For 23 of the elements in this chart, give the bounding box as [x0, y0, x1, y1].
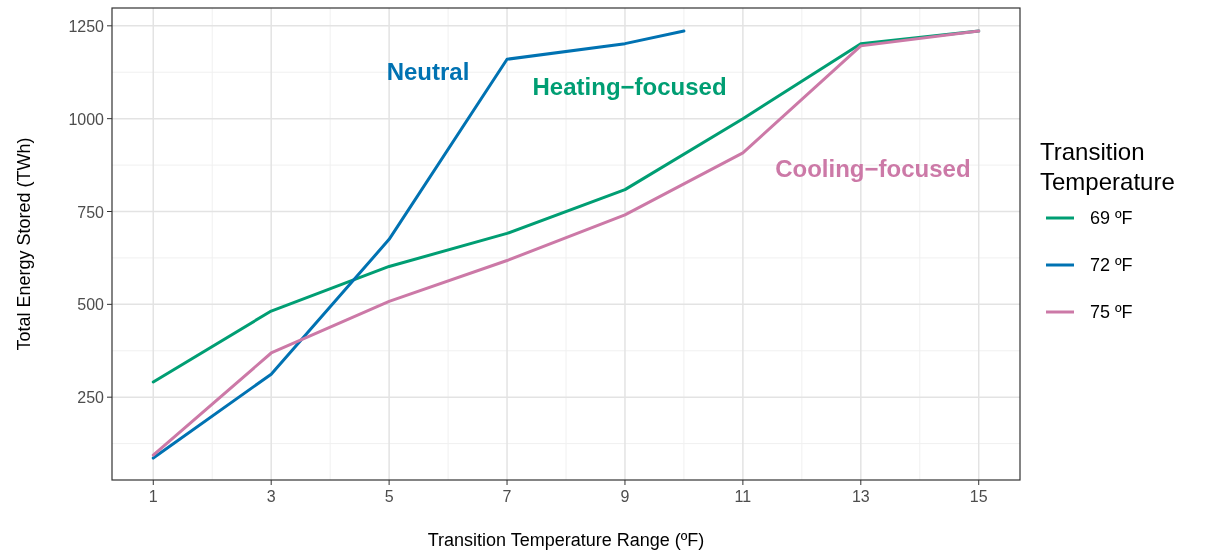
y-tick-label: 1000 — [68, 110, 105, 128]
annotation: Neutral — [386, 57, 470, 85]
x-axis-title: Transition Temperature Range (ºF) — [427, 530, 705, 550]
y-tick-label: 1250 — [68, 17, 105, 35]
x-tick-label: 11 — [734, 488, 752, 505]
x-tick-label: 3 — [266, 488, 276, 505]
x-tick-label: 9 — [620, 488, 630, 505]
line-series — [151, 29, 981, 457]
annotation: Cooling−focused — [775, 155, 971, 183]
legend-title: Transition Temperature — [1040, 138, 1175, 195]
x-tick-label: 13 — [851, 488, 870, 505]
x-tick-label: 7 — [502, 488, 512, 505]
legend-label: 72 ºF — [1090, 255, 1133, 275]
x-tick-label: 5 — [384, 488, 394, 505]
x-tick-label: 1 — [148, 488, 158, 505]
x-tick-label: 15 — [969, 488, 988, 505]
annotation: Heating−focused — [532, 73, 727, 101]
y-axis-title: Total Energy Stored (TWh) — [14, 137, 34, 351]
legend-label: 75 ºF — [1090, 302, 1133, 322]
y-tick-label: 750 — [77, 203, 105, 221]
y-tick-label: 500 — [77, 296, 105, 314]
y-tick-label: 250 — [77, 389, 105, 407]
legend-label: 69 ºF — [1090, 208, 1133, 228]
